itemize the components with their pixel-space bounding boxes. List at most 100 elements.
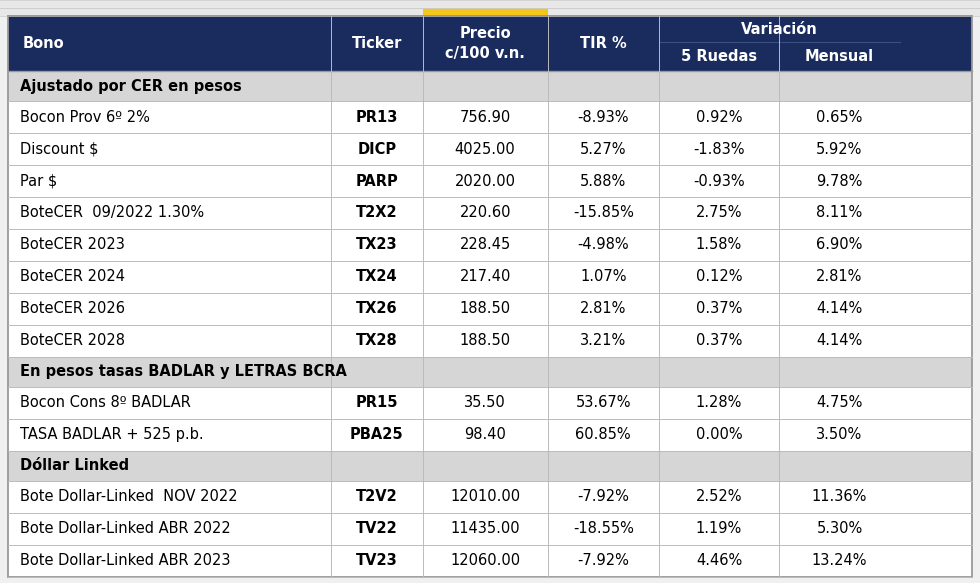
Text: 5 Ruedas: 5 Ruedas: [681, 49, 757, 64]
Text: -7.92%: -7.92%: [577, 553, 629, 568]
Bar: [8, 197, 972, 229]
Text: PR13: PR13: [356, 110, 398, 125]
Text: 1.07%: 1.07%: [580, 269, 626, 285]
Text: 2.81%: 2.81%: [816, 269, 862, 285]
Text: BoteCER 2026: BoteCER 2026: [20, 301, 124, 317]
Text: 53.67%: 53.67%: [575, 395, 631, 410]
Text: Bono: Bono: [23, 36, 65, 51]
Bar: [8, 229, 972, 261]
Text: -18.55%: -18.55%: [573, 522, 634, 536]
Text: 4025.00: 4025.00: [455, 142, 515, 156]
Text: T2X2: T2X2: [356, 205, 398, 220]
Text: Precio
c/100 v.n.: Precio c/100 v.n.: [445, 26, 525, 61]
Text: 60.85%: 60.85%: [575, 427, 631, 442]
Bar: [8, 133, 972, 165]
Bar: [8, 165, 972, 197]
Text: 188.50: 188.50: [460, 301, 511, 317]
Bar: [8, 101, 972, 133]
Text: 4.46%: 4.46%: [696, 553, 742, 568]
Text: Bote Dollar-Linked ABR 2023: Bote Dollar-Linked ABR 2023: [20, 553, 230, 568]
Text: BoteCER 2028: BoteCER 2028: [20, 333, 124, 349]
Text: Ticker: Ticker: [352, 36, 402, 51]
Text: BoteCER 2023: BoteCER 2023: [20, 237, 124, 252]
Text: TX28: TX28: [356, 333, 398, 349]
Text: Dóllar Linked: Dóllar Linked: [20, 458, 129, 473]
Text: 12010.00: 12010.00: [450, 490, 520, 504]
Text: -8.93%: -8.93%: [577, 110, 629, 125]
Text: 2.81%: 2.81%: [580, 301, 626, 317]
Text: TASA BADLAR + 525 p.b.: TASA BADLAR + 525 p.b.: [20, 427, 204, 442]
Text: 8.11%: 8.11%: [816, 205, 862, 220]
Text: 0.12%: 0.12%: [696, 269, 742, 285]
Bar: [8, 357, 972, 387]
Text: 1.19%: 1.19%: [696, 522, 742, 536]
Text: TX24: TX24: [356, 269, 398, 285]
Text: Ajustado por CER en pesos: Ajustado por CER en pesos: [20, 79, 241, 93]
Text: 188.50: 188.50: [460, 333, 511, 349]
Text: 4.14%: 4.14%: [816, 301, 862, 317]
Text: TX26: TX26: [356, 301, 398, 317]
Text: TV23: TV23: [356, 553, 398, 568]
Bar: [8, 261, 972, 293]
Text: 6.90%: 6.90%: [816, 237, 862, 252]
Text: -1.83%: -1.83%: [693, 142, 745, 156]
Text: 0.00%: 0.00%: [696, 427, 742, 442]
Text: En pesos tasas BADLAR y LETRAS BCRA: En pesos tasas BADLAR y LETRAS BCRA: [20, 364, 347, 380]
Text: TX23: TX23: [356, 237, 398, 252]
Text: 0.37%: 0.37%: [696, 301, 742, 317]
Text: 11.36%: 11.36%: [811, 490, 867, 504]
Text: 4.14%: 4.14%: [816, 333, 862, 349]
Text: 4.75%: 4.75%: [816, 395, 862, 410]
Text: 2.75%: 2.75%: [696, 205, 742, 220]
Text: BoteCER  09/2022 1.30%: BoteCER 09/2022 1.30%: [20, 205, 204, 220]
Text: 3.50%: 3.50%: [816, 427, 862, 442]
Text: Mensual: Mensual: [805, 49, 874, 64]
Text: T2V2: T2V2: [356, 490, 398, 504]
Text: TV22: TV22: [356, 522, 398, 536]
Text: 5.88%: 5.88%: [580, 174, 626, 188]
Bar: [8, 545, 972, 577]
Text: -0.93%: -0.93%: [693, 174, 745, 188]
Bar: [0, 8, 980, 16]
Text: 5.92%: 5.92%: [816, 142, 862, 156]
Bar: [8, 419, 972, 451]
Text: 11435.00: 11435.00: [451, 522, 520, 536]
Bar: [8, 325, 972, 357]
Text: 13.24%: 13.24%: [811, 553, 867, 568]
Text: 9.78%: 9.78%: [816, 174, 862, 188]
Text: Bote Dollar-Linked  NOV 2022: Bote Dollar-Linked NOV 2022: [20, 490, 237, 504]
Text: 5.27%: 5.27%: [580, 142, 626, 156]
Text: -15.85%: -15.85%: [573, 205, 634, 220]
Text: 1.58%: 1.58%: [696, 237, 742, 252]
Text: -4.98%: -4.98%: [577, 237, 629, 252]
Text: PARP: PARP: [356, 174, 398, 188]
Bar: [422, 8, 548, 16]
Bar: [8, 71, 972, 101]
Text: Variación: Variación: [741, 22, 817, 37]
Text: 228.45: 228.45: [460, 237, 511, 252]
Bar: [8, 513, 972, 545]
Text: 12060.00: 12060.00: [450, 553, 520, 568]
Text: DICP: DICP: [357, 142, 396, 156]
Text: 1.28%: 1.28%: [696, 395, 742, 410]
Text: 220.60: 220.60: [460, 205, 511, 220]
Bar: [8, 16, 972, 71]
Text: 2.52%: 2.52%: [696, 490, 742, 504]
Text: Bote Dollar-Linked ABR 2022: Bote Dollar-Linked ABR 2022: [20, 522, 230, 536]
Bar: [0, 0, 980, 8]
Text: Par $: Par $: [20, 174, 57, 188]
Text: 2020.00: 2020.00: [455, 174, 515, 188]
Text: BoteCER 2024: BoteCER 2024: [20, 269, 124, 285]
Bar: [8, 451, 972, 481]
Bar: [8, 387, 972, 419]
Text: 35.50: 35.50: [465, 395, 506, 410]
Text: -7.92%: -7.92%: [577, 490, 629, 504]
Text: 98.40: 98.40: [465, 427, 506, 442]
Text: 217.40: 217.40: [460, 269, 511, 285]
Text: 0.65%: 0.65%: [816, 110, 862, 125]
Text: Discount $: Discount $: [20, 142, 98, 156]
Text: TIR %: TIR %: [580, 36, 626, 51]
Text: 0.37%: 0.37%: [696, 333, 742, 349]
Text: 3.21%: 3.21%: [580, 333, 626, 349]
Bar: [8, 481, 972, 513]
